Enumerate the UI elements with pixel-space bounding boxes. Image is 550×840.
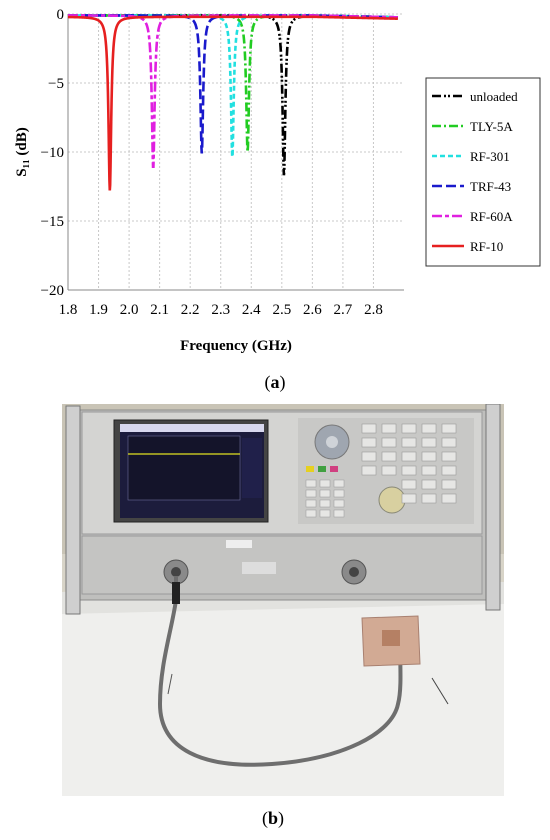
keypad-key: [361, 423, 377, 434]
keypad-key: [361, 465, 377, 476]
x-tick-label: 1.8: [59, 302, 78, 318]
y-tick-label: −5: [48, 76, 64, 92]
chart-legend: unloaded TLY-5A RF-301 TRF-43 RF-60A RF-10: [425, 77, 541, 267]
screen-softkeys: [242, 438, 262, 498]
series-line-tly-5a: [68, 14, 398, 153]
s11-chart: 1.8 1.9 2.0 2.1 2.2 2.3 2.4 2.5 2.6 2.7 2.8 0 −5 −10 −…: [14, 7, 541, 354]
series-line-rf-60a: [68, 14, 398, 169]
keypad-key: [381, 423, 397, 434]
chart-axes: 1.8 1.9 2.0 2.1 2.2 2.3 2.4 2.5 2.6 2.7 2.8 0 −5 −10 −…: [41, 7, 404, 318]
caption-b-letter: b: [267, 808, 278, 828]
keypad-key: [401, 493, 417, 504]
magenta-key: [330, 466, 338, 472]
keypad-key: [381, 437, 397, 448]
y-tick-label: −20: [41, 283, 64, 299]
keypad-key: [421, 493, 437, 504]
keypad-key: [421, 451, 437, 462]
keypad-keys: [305, 423, 457, 518]
series-line-rf-301: [68, 14, 398, 157]
nav-pad-center-icon: [326, 436, 338, 448]
legend-label: TLY-5A: [470, 119, 513, 134]
keypad-key: [319, 489, 331, 498]
left-handle: [65, 405, 81, 615]
y-tick-label: −10: [41, 145, 64, 161]
info-plate: [242, 562, 276, 574]
y-tick-label: −15: [41, 214, 64, 230]
x-tick-label: 2.5: [272, 302, 291, 318]
caption-b: (b): [261, 808, 284, 828]
x-axis-label: Frequency (GHz): [180, 338, 292, 354]
keypad-key: [381, 451, 397, 462]
table-mark-2: [167, 673, 173, 695]
antenna-patch: [382, 630, 400, 646]
keypad-key: [305, 509, 317, 518]
x-tick-label: 2.4: [242, 302, 261, 318]
keypad-key: [333, 499, 345, 508]
keypad-key: [361, 451, 377, 462]
right-handle: [485, 404, 501, 611]
front-panel-lower: [81, 535, 483, 595]
keypad-key: [401, 437, 417, 448]
screen-plot-area: [127, 435, 241, 501]
keypad-key: [421, 437, 437, 448]
caption-a-letter: a: [270, 372, 280, 392]
legend-label: unloaded: [470, 89, 518, 104]
keypad-key: [333, 489, 345, 498]
keypad-key: [441, 437, 457, 448]
keypad-key: [401, 479, 417, 490]
legend-label: RF-60A: [470, 209, 513, 224]
keypad-key: [319, 509, 331, 518]
rotary-knob-icon: [378, 486, 406, 514]
keypad-key: [441, 493, 457, 504]
legend-label: RF-10: [470, 239, 503, 254]
legend-label: TRF-43: [470, 179, 511, 194]
keypad-key: [421, 465, 437, 476]
cable-connector-top: [172, 582, 180, 604]
port-2-center-icon: [349, 567, 359, 577]
table-mark: [431, 677, 449, 705]
x-tick-label: 1.9: [89, 302, 108, 318]
keypad-key: [305, 479, 317, 488]
keypad-key: [441, 479, 457, 490]
front-label: [226, 540, 252, 548]
series-line-trf-43: [68, 14, 398, 154]
vector-network-analyzer-photo: [62, 404, 504, 796]
x-tick-label: 2.2: [181, 302, 200, 318]
keypad-key: [401, 465, 417, 476]
keypad-key: [401, 451, 417, 462]
x-tick-label: 2.6: [303, 302, 322, 318]
keypad-key: [441, 451, 457, 462]
keypad-key: [401, 423, 417, 434]
y-tick-label: 0: [57, 7, 65, 23]
keypad-key: [441, 465, 457, 476]
keypad-key: [305, 499, 317, 508]
green-key: [318, 466, 326, 472]
coax-cable: [157, 576, 403, 767]
keypad-key: [333, 509, 345, 518]
x-tick-label: 2.1: [150, 302, 169, 318]
yellow-key: [306, 466, 314, 472]
caption-a: (a): [264, 372, 286, 392]
keypad-key: [333, 479, 345, 488]
keypad-key: [421, 479, 437, 490]
y-axis-label: S₁₁ (dB): [14, 127, 30, 176]
keypad-key: [421, 423, 437, 434]
x-tick-label: 2.0: [120, 302, 139, 318]
legend-box: [425, 77, 541, 267]
chart-series: [68, 14, 398, 191]
x-tick-label: 2.8: [364, 302, 383, 318]
series-line-rf-10: [68, 15, 398, 191]
keypad-key: [305, 489, 317, 498]
keypad-key: [361, 437, 377, 448]
keypad-key: [319, 499, 331, 508]
keypad-key: [381, 465, 397, 476]
port-1-center-icon: [171, 567, 181, 577]
keypad-key: [441, 423, 457, 434]
keypad-key: [319, 479, 331, 488]
screen-toolbar: [120, 424, 264, 432]
legend-label: RF-301: [470, 149, 510, 164]
chart-grid: [67, 13, 404, 291]
x-tick-label: 2.7: [334, 302, 353, 318]
x-tick-label: 2.3: [211, 302, 230, 318]
